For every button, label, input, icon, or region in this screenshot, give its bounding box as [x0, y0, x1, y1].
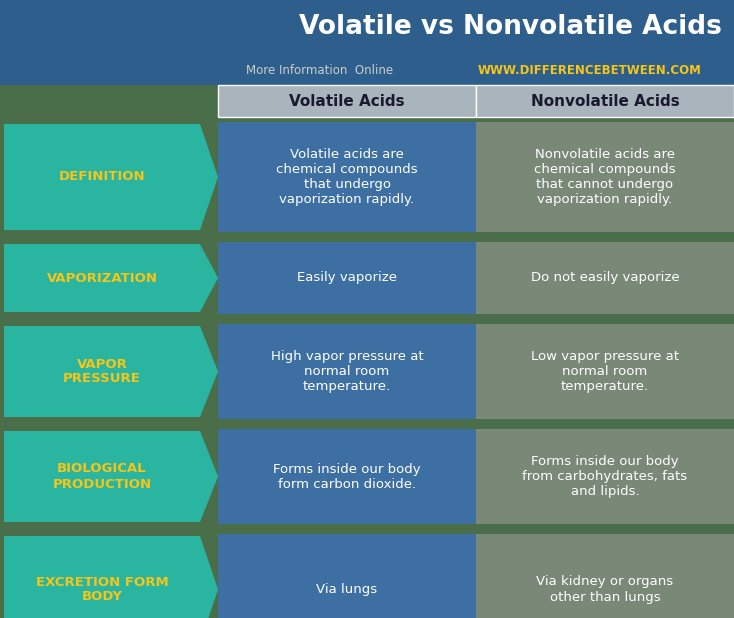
Text: Do not easily vaporize: Do not easily vaporize	[531, 271, 679, 284]
Polygon shape	[4, 244, 218, 312]
Bar	[476, 122, 734, 232]
Text: BIOLOGICAL
PRODUCTION: BIOLOGICAL PRODUCTION	[52, 462, 151, 491]
Text: Volatile acids are
chemical compounds
that undergo
vaporization rapidly.: Volatile acids are chemical compounds th…	[276, 148, 418, 206]
Text: Volatile Acids: Volatile Acids	[289, 93, 405, 109]
Bar	[476, 242, 734, 314]
Polygon shape	[4, 431, 218, 522]
Text: Volatile vs Nonvolatile Acids: Volatile vs Nonvolatile Acids	[299, 14, 722, 41]
Bar	[476, 534, 734, 618]
Bar	[218, 85, 476, 117]
Bar	[218, 324, 476, 419]
Text: High vapor pressure at
normal room
temperature.: High vapor pressure at normal room tempe…	[271, 350, 424, 393]
Bar	[0, 324, 218, 419]
Text: Forms inside our body
form carbon dioxide.: Forms inside our body form carbon dioxid…	[273, 462, 421, 491]
Bar	[0, 0, 734, 85]
Text: Easily vaporize: Easily vaporize	[297, 271, 397, 284]
Text: VAPORIZATION: VAPORIZATION	[46, 271, 158, 284]
Bar	[0, 429, 218, 524]
Text: Nonvolatile Acids: Nonvolatile Acids	[531, 93, 680, 109]
Polygon shape	[4, 124, 218, 230]
Bar	[476, 429, 734, 524]
Bar	[218, 122, 476, 232]
Text: More Information  Online: More Information Online	[247, 64, 393, 77]
Bar	[218, 242, 476, 314]
Text: Nonvolatile acids are
chemical compounds
that cannot undergo
vaporization rapidl: Nonvolatile acids are chemical compounds…	[534, 148, 676, 206]
Bar	[218, 429, 476, 524]
Text: Via lungs: Via lungs	[316, 583, 377, 596]
Polygon shape	[4, 536, 218, 618]
Text: Forms inside our body
from carbohydrates, fats
and lipids.: Forms inside our body from carbohydrates…	[523, 455, 688, 498]
Bar	[0, 534, 218, 618]
Bar	[476, 324, 734, 419]
Text: EXCRETION FORM
BODY: EXCRETION FORM BODY	[36, 575, 168, 604]
Bar	[218, 534, 476, 618]
Text: VAPOR
PRESSURE: VAPOR PRESSURE	[63, 357, 141, 386]
Bar	[476, 85, 734, 117]
Text: DEFINITION: DEFINITION	[59, 171, 145, 184]
Text: Low vapor pressure at
normal room
temperature.: Low vapor pressure at normal room temper…	[531, 350, 679, 393]
Text: WWW.DIFFERENCEBETWEEN.COM: WWW.DIFFERENCEBETWEEN.COM	[478, 64, 702, 77]
Polygon shape	[4, 326, 218, 417]
Text: Via kidney or organs
other than lungs: Via kidney or organs other than lungs	[537, 575, 674, 604]
Bar	[0, 122, 218, 232]
Bar	[0, 242, 218, 314]
